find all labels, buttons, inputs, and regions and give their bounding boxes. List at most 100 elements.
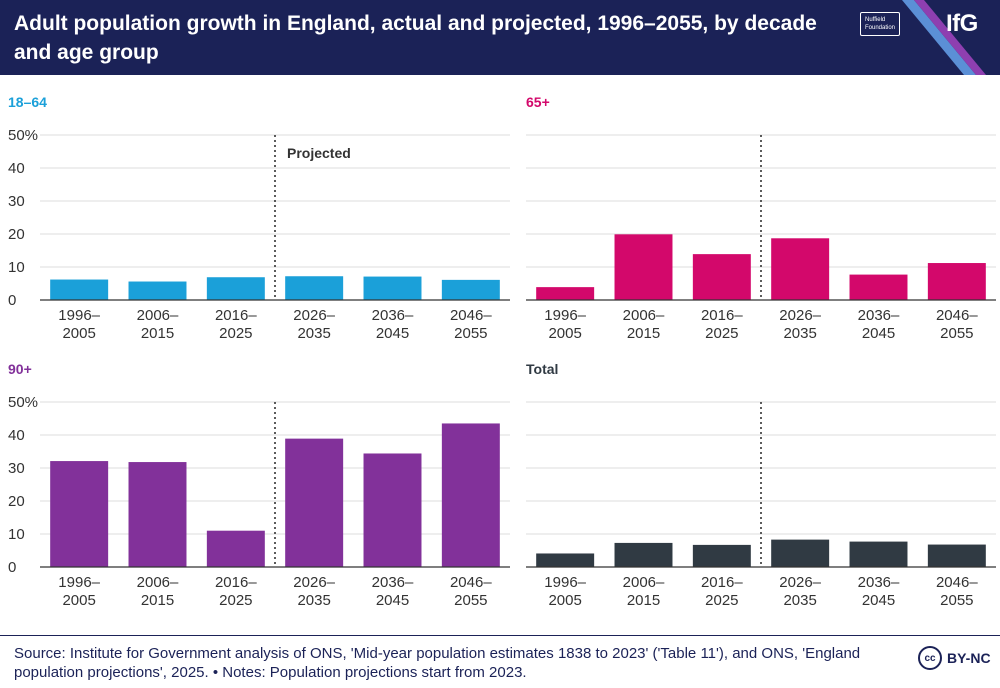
x-tick-label: 2046– 2055 <box>450 307 492 342</box>
bar-90-plus <box>50 461 109 567</box>
ifg-logo: IfG <box>946 10 978 37</box>
x-tick-line: 2016– <box>701 307 743 324</box>
x-tick-line: 2046– <box>936 574 978 591</box>
x-tick-line: 2016– <box>215 574 257 591</box>
panel-18-64: 18–64 0 10 20 30 40 50% Projected 1996– 2005 2006–… <box>8 94 510 342</box>
x-tick-line: 2045 <box>862 325 895 342</box>
x-tick-line: 2026– <box>293 307 335 324</box>
x-tick-line: 2035 <box>297 592 330 609</box>
partner-line1: Nuffield <box>865 17 886 23</box>
bar-total <box>614 542 673 567</box>
x-tick-label: 2046– 2055 <box>936 307 978 342</box>
x-tick-line: 2025 <box>219 325 252 342</box>
x-tick-label: 2016– 2025 <box>215 307 257 342</box>
x-tick-line: 2025 <box>705 325 738 342</box>
license-text: BY-NC <box>947 650 991 666</box>
x-tick-line: 2005 <box>548 592 581 609</box>
x-tick-line: 2026– <box>293 574 335 591</box>
x-tick-line: 2005 <box>62 325 95 342</box>
panel-title: 65+ <box>526 94 550 110</box>
x-tick-line: 2035 <box>783 325 816 342</box>
x-tick-line: 2006– <box>623 307 665 324</box>
bar-total <box>536 553 595 567</box>
bar-total <box>692 544 751 567</box>
x-tick-line: 2046– <box>450 307 492 324</box>
bar-90-plus <box>285 438 344 567</box>
x-tick-label: 2006– 2015 <box>137 307 179 342</box>
y-tick-label: 30 <box>8 460 25 477</box>
x-tick-label: 2006– 2015 <box>623 574 665 609</box>
panel-title: 18–64 <box>8 94 47 110</box>
panel-title: 90+ <box>8 361 32 377</box>
x-tick-line: 2035 <box>783 592 816 609</box>
x-tick-label: 1996– 2005 <box>544 574 586 609</box>
panel-title: Total <box>526 361 558 377</box>
y-tick-label: 10 <box>8 259 25 276</box>
x-tick-line: 1996– <box>58 574 100 591</box>
bar-total <box>849 541 908 567</box>
x-tick-line: 2025 <box>705 592 738 609</box>
x-tick-line: 2036– <box>372 574 414 591</box>
y-tick-label: 50% <box>8 127 38 144</box>
x-tick-line: 1996– <box>544 307 586 324</box>
x-tick-line: 2055 <box>454 592 487 609</box>
bar-90-plus <box>128 462 187 567</box>
projection-label: Projected <box>287 145 351 161</box>
cc-icon: cc <box>918 646 942 670</box>
bar-65-plus <box>692 254 751 300</box>
x-tick-label: 2016– 2025 <box>701 307 743 342</box>
x-tick-line: 2045 <box>862 592 895 609</box>
y-tick-label: 30 <box>8 193 25 210</box>
x-tick-label: 2036– 2045 <box>858 574 900 609</box>
x-tick-line: 2046– <box>450 574 492 591</box>
license-badge: cc BY-NC <box>918 645 996 671</box>
brand-stripes-icon <box>902 0 986 75</box>
x-tick-line: 2036– <box>858 307 900 324</box>
x-tick-label: 2006– 2015 <box>137 574 179 609</box>
x-tick-label: 2036– 2045 <box>858 307 900 342</box>
x-tick-label: 1996– 2005 <box>544 307 586 342</box>
x-tick-label: 2036– 2045 <box>372 307 414 342</box>
x-tick-line: 2026– <box>779 574 821 591</box>
stripe-purple <box>914 0 986 75</box>
x-tick-line: 2015 <box>627 325 660 342</box>
x-tick-label: 2006– 2015 <box>623 307 665 342</box>
x-tick-line: 2015 <box>627 592 660 609</box>
x-tick-label: 2026– 2035 <box>779 574 821 609</box>
bar-18-64 <box>50 279 109 300</box>
y-tick-label: 50% <box>8 394 38 411</box>
bar-65-plus <box>614 234 673 300</box>
x-tick-label: 1996– 2005 <box>58 307 100 342</box>
x-tick-line: 2006– <box>137 574 179 591</box>
x-tick-line: 2015 <box>141 592 174 609</box>
x-tick-line: 2055 <box>454 325 487 342</box>
x-tick-line: 2016– <box>701 574 743 591</box>
x-tick-line: 2035 <box>297 325 330 342</box>
nuffield-foundation-logo: Nuffield Foundation <box>860 12 900 36</box>
x-tick-label: 2026– 2035 <box>293 574 335 609</box>
x-tick-line: 1996– <box>544 574 586 591</box>
bar-total <box>771 539 830 567</box>
x-tick-line: 2055 <box>940 592 973 609</box>
x-tick-line: 2025 <box>219 592 252 609</box>
x-tick-label: 2016– 2025 <box>701 574 743 609</box>
partner-line2: Foundation <box>865 25 896 31</box>
bar-65-plus <box>771 238 830 300</box>
bar-18-64 <box>206 277 265 300</box>
x-tick-label: 2036– 2045 <box>372 574 414 609</box>
footer-divider <box>0 635 1000 636</box>
y-tick-label: 0 <box>8 559 16 576</box>
x-tick-line: 2005 <box>62 592 95 609</box>
x-tick-line: 2045 <box>376 592 409 609</box>
bar-90-plus <box>206 530 265 567</box>
x-tick-label: 2046– 2055 <box>450 574 492 609</box>
bar-65-plus <box>927 263 986 300</box>
bar-total <box>927 544 986 567</box>
y-tick-label: 20 <box>8 226 25 243</box>
bar-90-plus <box>441 423 500 567</box>
x-tick-label: 1996– 2005 <box>58 574 100 609</box>
x-tick-label: 2016– 2025 <box>215 574 257 609</box>
